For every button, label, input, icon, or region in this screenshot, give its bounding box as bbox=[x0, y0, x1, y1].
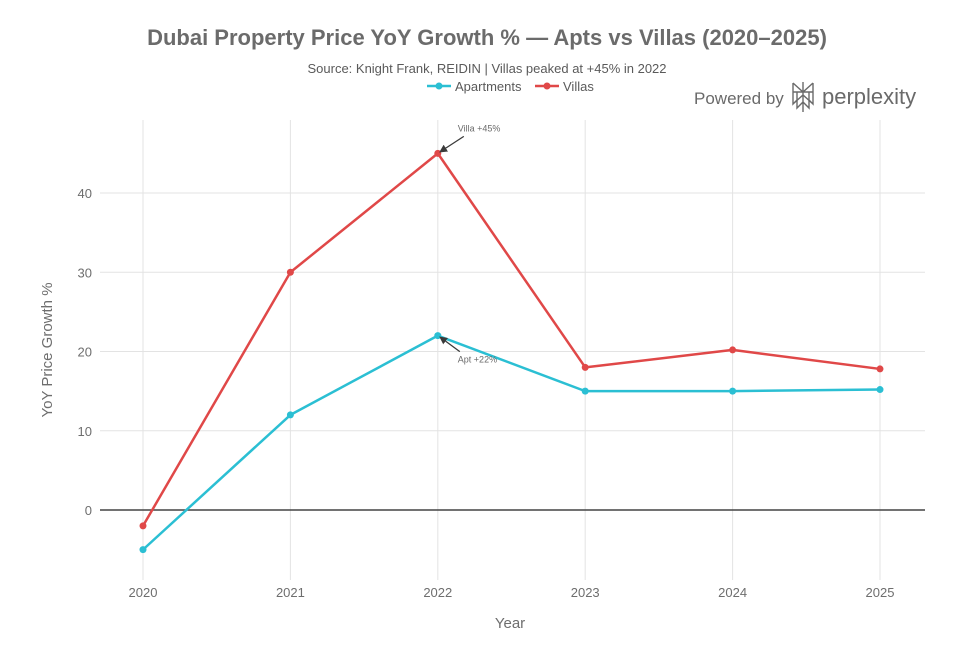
x-tick-label: 2021 bbox=[276, 585, 305, 600]
x-tick-label: 2023 bbox=[571, 585, 600, 600]
villas-point[interactable] bbox=[729, 346, 737, 354]
series-apartments bbox=[139, 332, 884, 554]
annotation-label: Apt +22% bbox=[458, 355, 497, 365]
y-tick-label: 30 bbox=[78, 265, 92, 280]
series-layer bbox=[139, 149, 884, 554]
series-villas bbox=[139, 149, 884, 530]
chart-subtitle: Source: Knight Frank, REIDIN | Villas pe… bbox=[307, 61, 666, 76]
perplexity-logo-icon bbox=[792, 82, 814, 112]
legend-swatch-marker bbox=[435, 82, 443, 90]
annotation-arrow bbox=[439, 135, 465, 153]
annotation-arrow bbox=[439, 336, 461, 353]
x-tick-label: 2022 bbox=[423, 585, 452, 600]
apartments-point[interactable] bbox=[876, 386, 884, 394]
gridlines bbox=[100, 120, 925, 580]
villas-point[interactable] bbox=[876, 365, 884, 373]
y-axis-label: YoY Price Growth % bbox=[39, 282, 56, 417]
x-tick-label: 2024 bbox=[718, 585, 747, 600]
y-tick-label: 20 bbox=[78, 345, 92, 360]
y-tick-label: 0 bbox=[85, 503, 92, 518]
x-axis-ticks: 2020 2021 2022 2023 2024 2025 bbox=[129, 585, 895, 600]
legend-label: Villas bbox=[563, 79, 594, 94]
annotation-label: Villa +45% bbox=[458, 123, 501, 133]
chart-title: Dubai Property Price YoY Growth % — Apts… bbox=[147, 25, 827, 50]
legend: Apartments Villas bbox=[427, 79, 594, 94]
powered-by-branding: Powered by perplexity bbox=[694, 82, 916, 112]
x-axis-label: Year bbox=[495, 615, 525, 632]
apartments-point[interactable] bbox=[581, 387, 589, 395]
villas-line bbox=[141, 152, 881, 527]
powered-by-label: Powered by bbox=[694, 89, 784, 108]
villas-point[interactable] bbox=[139, 522, 147, 530]
x-tick-label: 2020 bbox=[129, 585, 158, 600]
apartments-point[interactable] bbox=[139, 546, 147, 554]
annotation-villas: Villa +45% bbox=[439, 123, 501, 153]
apartments-point[interactable] bbox=[286, 411, 294, 419]
legend-swatch-marker bbox=[543, 82, 551, 90]
apartments-point[interactable] bbox=[434, 332, 442, 340]
y-axis-ticks: 0 10 20 30 40 bbox=[78, 186, 92, 518]
apartments-point[interactable] bbox=[729, 387, 737, 395]
villas-point[interactable] bbox=[286, 268, 294, 276]
legend-item-apartments[interactable]: Apartments bbox=[427, 79, 522, 94]
y-tick-label: 10 bbox=[78, 424, 92, 439]
apartments-line bbox=[142, 334, 881, 551]
villas-point[interactable] bbox=[581, 363, 589, 371]
villas-point[interactable] bbox=[434, 149, 442, 157]
legend-item-villas[interactable]: Villas bbox=[535, 79, 594, 94]
annotation-apartments: Apt +22% bbox=[439, 336, 497, 365]
y-tick-label: 40 bbox=[78, 186, 92, 201]
brand-name: perplexity bbox=[822, 84, 916, 109]
legend-label: Apartments bbox=[455, 79, 522, 94]
x-tick-label: 2025 bbox=[866, 585, 895, 600]
annotations: Villa +45% Apt +22% bbox=[439, 123, 501, 365]
